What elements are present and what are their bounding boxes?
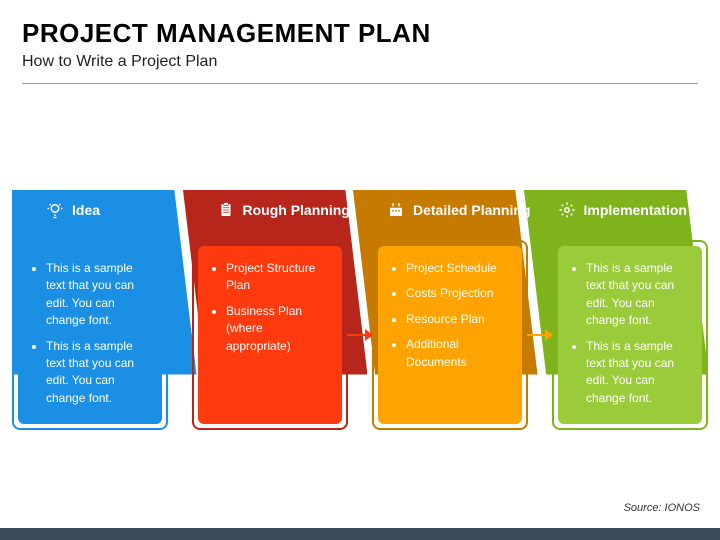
page-subtitle: How to Write a Project Plan bbox=[0, 53, 720, 77]
footer-bar bbox=[0, 528, 720, 540]
card-bullets: Project Structure Plan Business Plan (whe… bbox=[210, 260, 330, 355]
stage-label: Rough Planning bbox=[243, 202, 350, 218]
page-title: PROJECT MANAGEMENT PLAN bbox=[0, 0, 720, 53]
stage-tab: Detailed Planning bbox=[353, 190, 538, 230]
card: This is a sample text that you can edit.… bbox=[552, 240, 708, 430]
card-bullets: Project Schedule Costs Projection Resource… bbox=[390, 260, 510, 371]
bullet-item: Project Structure Plan bbox=[226, 260, 330, 295]
source-label: Source: IONOS bbox=[624, 502, 700, 514]
gear-icon bbox=[558, 201, 576, 219]
stage-label: Detailed Planning bbox=[413, 202, 530, 218]
stage-tab: Rough Planning bbox=[183, 190, 368, 230]
stage-tab: Idea bbox=[12, 190, 197, 230]
arrow-icon bbox=[527, 326, 553, 344]
stage-tab: Implementation bbox=[524, 190, 709, 230]
card: This is a sample text that you can edit.… bbox=[12, 240, 168, 430]
title-divider bbox=[22, 83, 698, 84]
bullet-item: Project Schedule bbox=[406, 260, 510, 277]
lightbulb-icon bbox=[46, 201, 64, 219]
cards-row: This is a sample text that you can edit.… bbox=[12, 240, 708, 430]
bullet-item: Resource Plan bbox=[406, 311, 510, 328]
slide: PROJECT MANAGEMENT PLAN How to Write a P… bbox=[0, 0, 720, 540]
card-bullets: This is a sample text that you can edit.… bbox=[30, 260, 150, 407]
bullet-item: This is a sample text that you can edit.… bbox=[586, 338, 690, 408]
stage-label: Implementation bbox=[584, 202, 687, 218]
bullet-item: This is a sample text that you can edit.… bbox=[46, 338, 150, 408]
stage-tabs-row: Idea Rough Planning Detailed Planning Im… bbox=[12, 190, 708, 230]
bullet-item: Business Plan (where appropriate) bbox=[226, 303, 330, 355]
card-bullets: This is a sample text that you can edit.… bbox=[570, 260, 690, 407]
arrow-icon bbox=[167, 326, 193, 344]
stage-label: Idea bbox=[72, 202, 100, 218]
card: Project Structure Plan Business Plan (whe… bbox=[192, 240, 348, 430]
arrow-icon bbox=[347, 326, 373, 344]
bullet-item: Costs Projection bbox=[406, 285, 510, 302]
calendar-icon bbox=[387, 201, 405, 219]
card: Project Schedule Costs Projection Resource… bbox=[372, 240, 528, 430]
bullet-item: Additional Documents bbox=[406, 336, 510, 371]
bullet-item: This is a sample text that you can edit.… bbox=[586, 260, 690, 330]
clipboard-icon bbox=[217, 201, 235, 219]
bullet-item: This is a sample text that you can edit.… bbox=[46, 260, 150, 330]
